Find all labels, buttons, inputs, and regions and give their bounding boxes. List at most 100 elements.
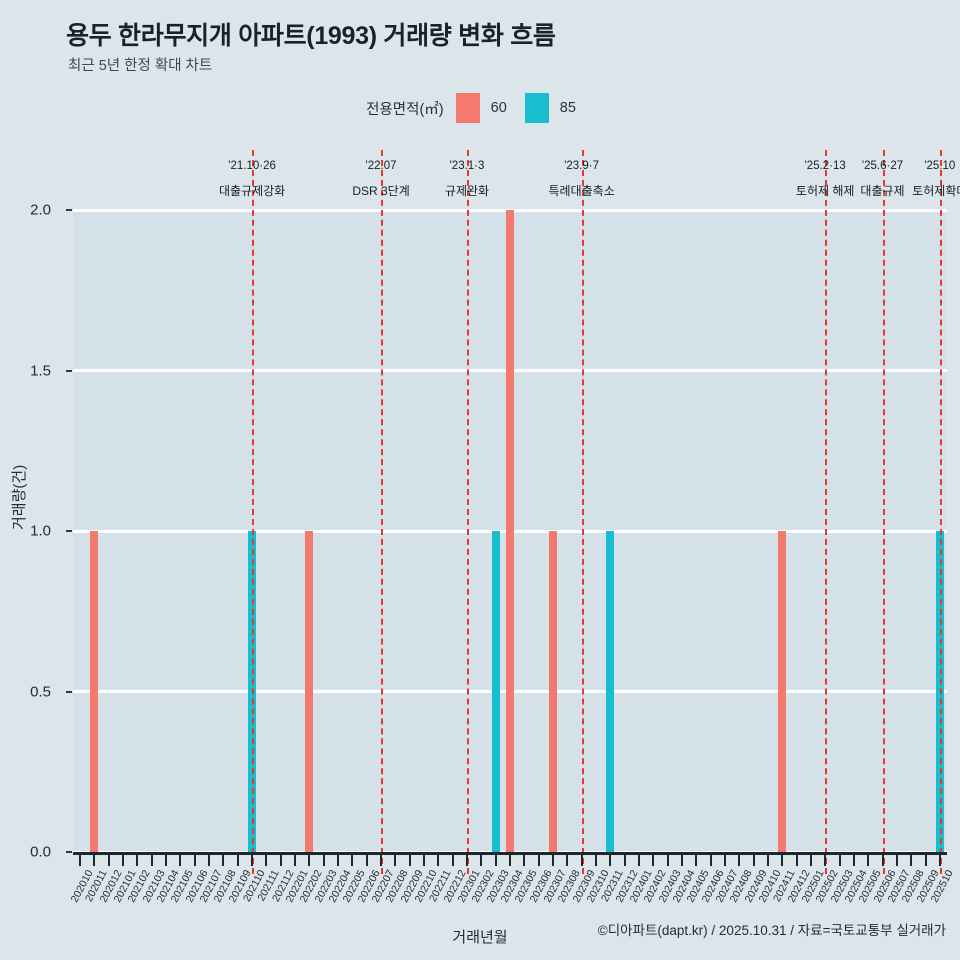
x-axis-tick-mark [566, 855, 569, 866]
bar-60-202304[interactable] [506, 210, 514, 852]
y-axis-tick-mark [66, 369, 72, 372]
x-axis-tick-mark [351, 855, 354, 866]
x-axis-tick-mark [423, 855, 426, 866]
x-axis-tick-mark [380, 855, 383, 866]
x-axis-tick-mark [437, 855, 440, 866]
x-axis-tick-mark [795, 855, 798, 866]
y-axis-title: 거래량(건) [11, 464, 28, 530]
legend-swatch-60 [455, 93, 480, 123]
x-axis-tick-mark [652, 855, 655, 866]
event-date-label: '25.6·27 [861, 160, 904, 172]
chart-footer: ©디아파트(dapt.kr) / 2025.10.31 / 자료=국토교통부 실… [597, 923, 946, 938]
x-axis-tick-mark [580, 855, 583, 866]
x-axis-tick-mark [666, 855, 669, 866]
page-title: 용두 한라무지개 아파트(1993) 거래량 변화 흐름 [66, 22, 556, 50]
x-axis-tick-mark [93, 855, 96, 866]
plot-area [73, 150, 947, 874]
x-axis-tick-mark [193, 855, 196, 866]
event-line-202207 [381, 150, 384, 874]
event-date-label: '23.1·3 [449, 160, 485, 172]
x-axis-tick-mark [637, 855, 640, 866]
x-axis-tick-mark [208, 855, 211, 866]
x-axis-tick-mark [122, 855, 125, 866]
x-axis-tick-mark [308, 855, 311, 866]
event-line-202510 [939, 150, 942, 874]
x-axis-tick-mark [107, 855, 110, 866]
x-axis-tick-mark [222, 855, 225, 866]
event-name-label: 대출규제 [860, 184, 905, 198]
event-name-label: 토허제확대 [912, 184, 960, 198]
y-axis-tick-mark [66, 690, 72, 693]
legend-label-85: 85 [559, 100, 576, 116]
y-axis-tick-label: 1.5 [30, 362, 51, 379]
y-axis-tick-mark [66, 209, 72, 211]
x-axis-tick-mark [723, 855, 726, 866]
y-axis-tick-mark [66, 530, 72, 532]
event-date-label: '25.10 [924, 160, 956, 172]
event-name-label: 특례대출축소 [548, 184, 615, 198]
x-axis-tick-mark [881, 855, 884, 866]
x-axis-tick-mark [537, 855, 540, 866]
y-axis-tick-mark [66, 851, 72, 853]
event-name-label: 대출규제강화 [218, 184, 286, 198]
x-axis-tick-mark [709, 855, 712, 866]
y-axis-tick-label: 0.0 [30, 843, 51, 861]
x-axis-tick-mark [322, 855, 325, 866]
x-axis-tick-mark [867, 855, 870, 866]
x-axis-tick-mark [294, 855, 297, 866]
event-date-label: '22.07 [365, 160, 397, 172]
x-axis-tick-mark [695, 855, 698, 866]
legend-label-60: 60 [490, 100, 507, 116]
legend-swatch-85 [524, 93, 549, 123]
event-line-202309 [581, 150, 584, 874]
x-axis-tick-mark [150, 855, 153, 866]
x-axis-tick-mark [824, 855, 827, 866]
bar-60-202011[interactable] [90, 531, 99, 852]
x-axis-tick-mark [337, 855, 340, 866]
x-axis-tick-mark [79, 855, 82, 866]
x-axis-tick-mark [279, 855, 282, 866]
x-axis-tick-mark [480, 855, 483, 866]
bar-85-202311[interactable] [606, 531, 615, 852]
x-axis-tick-mark [408, 855, 411, 866]
x-axis-tick-mark [738, 855, 741, 866]
x-axis-tick-mark [623, 855, 626, 866]
event-date-label: '23.9·7 [564, 160, 600, 172]
x-axis-tick-mark [523, 855, 526, 866]
y-axis-tick-label: 0.5 [30, 683, 51, 700]
x-axis-tick-mark [594, 855, 597, 866]
event-name-label: DSR 3단계 [352, 184, 410, 198]
x-axis-tick-mark [838, 855, 841, 866]
x-axis-tick-mark [466, 855, 469, 866]
x-axis-tick-mark [910, 855, 913, 866]
chart-legend: 전용면적(㎡) 60 85 [0, 93, 960, 123]
x-axis-tick-mark [394, 855, 397, 866]
x-axis-tick-mark [136, 855, 139, 866]
legend-title: 전용면적(㎡) [366, 101, 444, 118]
bar-60-202411[interactable] [778, 531, 787, 852]
x-axis-tick-mark [938, 855, 941, 866]
x-axis-tick-mark [609, 855, 612, 866]
x-axis-title: 거래년월 [452, 929, 508, 946]
y-axis-tick-label: 1.0 [30, 522, 51, 540]
page-subtitle: 최근 5년 한정 확대 차트 [68, 58, 213, 74]
bar-85-202303[interactable] [491, 531, 500, 852]
event-name-label: 토허제 해제 [795, 184, 855, 198]
x-axis-tick-mark [551, 855, 554, 866]
x-axis-tick-mark [265, 855, 268, 866]
x-axis-tick-mark [236, 855, 239, 866]
event-line-202506 [882, 150, 885, 874]
x-axis-tick-mark [924, 855, 927, 866]
event-line-202301 [467, 150, 470, 874]
y-axis-tick-labels: 0.0 0.5 1.0 1.5 2.0 [0, 202, 63, 861]
x-axis-tick-mark [179, 855, 182, 866]
event-date-label: '21.10·26 [228, 160, 276, 172]
event-line-202502 [825, 150, 828, 874]
bar-60-202202[interactable] [305, 531, 314, 852]
bar-60-202307[interactable] [548, 531, 557, 852]
x-axis-tick-mark [451, 855, 454, 866]
x-axis-tick-mark [809, 855, 812, 866]
event-name-label: 규제완화 [444, 184, 490, 198]
event-line-202110 [252, 150, 255, 874]
x-axis-tick-mark [895, 855, 898, 866]
